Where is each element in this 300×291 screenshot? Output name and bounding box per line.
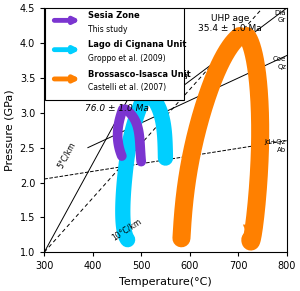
FancyBboxPatch shape	[46, 8, 184, 100]
Text: Qz: Qz	[277, 64, 286, 70]
Text: UHP age
35.4 ± 1.0 Ma: UHP age 35.4 ± 1.0 Ma	[198, 14, 262, 33]
Text: Brossasco-Isasca Unit: Brossasco-Isasca Unit	[88, 70, 190, 79]
Y-axis label: Pressure (GPa): Pressure (GPa)	[4, 89, 14, 171]
Text: This study: This study	[88, 24, 128, 33]
Text: 5°C/km: 5°C/km	[56, 140, 77, 169]
Text: Sesia Zone: Sesia Zone	[88, 11, 140, 20]
Text: Groppo et al. (2009): Groppo et al. (2009)	[88, 54, 166, 63]
Text: Dia: Dia	[275, 10, 286, 15]
Text: Coe: Coe	[273, 56, 286, 62]
X-axis label: Temperature(°C): Temperature(°C)	[119, 277, 212, 287]
Text: Lago di Cignana Unit: Lago di Cignana Unit	[88, 40, 186, 49]
Text: 76.0 ± 1.0 Ma: 76.0 ± 1.0 Ma	[85, 104, 149, 113]
Text: 44.1 ± 0.7 Ma: 44.1 ± 0.7 Ma	[124, 72, 188, 81]
Text: Castelli et al. (2007): Castelli et al. (2007)	[88, 83, 166, 92]
Text: 10°C/km: 10°C/km	[110, 217, 143, 242]
Text: Jd+Qz: Jd+Qz	[265, 139, 286, 145]
Text: Gr: Gr	[278, 17, 286, 22]
Text: Ab: Ab	[277, 147, 286, 153]
